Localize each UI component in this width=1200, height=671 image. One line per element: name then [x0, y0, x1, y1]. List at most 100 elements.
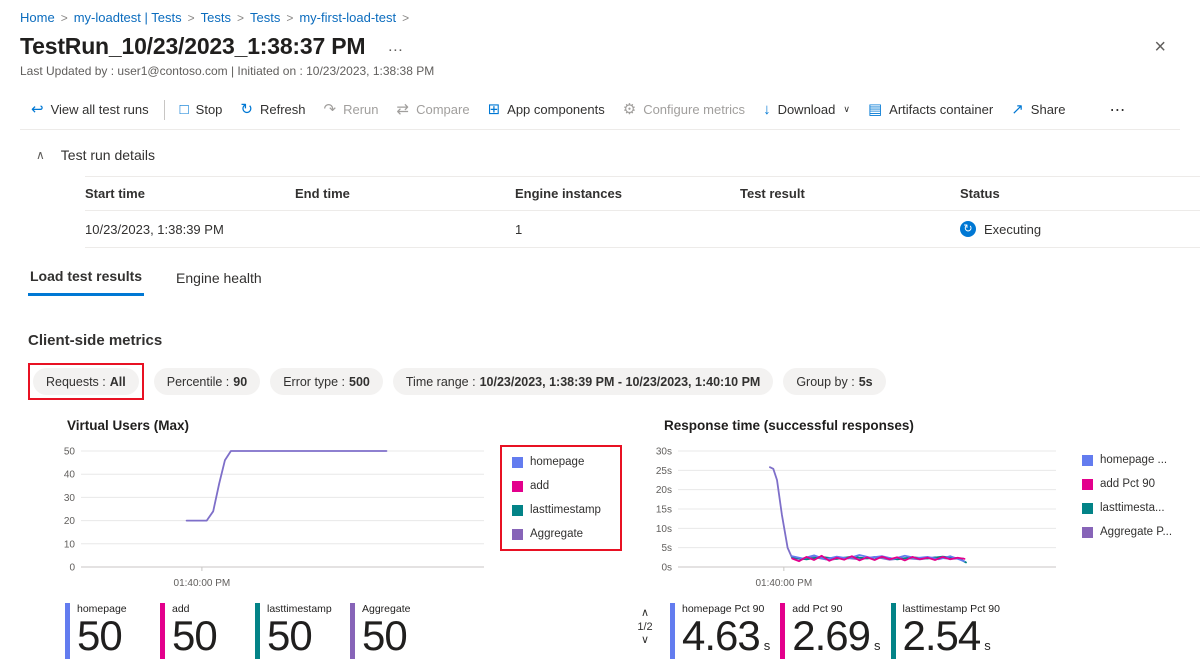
stat-add-pct90-label: add Pct 90	[792, 603, 843, 615]
configure-metrics-button[interactable]: ⚙ Configure metrics	[614, 92, 754, 128]
col-start-time: Start time	[85, 176, 295, 211]
stat-homepage-pct90: homepage Pct 90 4.63 s	[670, 603, 770, 659]
container-icon: ▤	[867, 101, 883, 118]
tab-engine-health[interactable]: Engine health	[174, 262, 264, 296]
response-time-chart[interactable]: 0s 5s 10s 15s 20s 25s 30s 01:40:00 PM	[642, 443, 1062, 593]
breadcrumb-loadtest-tests[interactable]: my-loadtest | Tests	[73, 10, 182, 25]
command-bar: ↩ View all test runs □ Stop ↻ Refresh ↷ …	[20, 90, 1180, 130]
group-by-filter[interactable]: Group by : 5s	[783, 368, 886, 395]
download-icon: ↓	[763, 101, 771, 118]
stat-aggregate-label: Aggregate	[362, 603, 411, 615]
svg-text:10s: 10s	[656, 524, 672, 535]
error-type-filter[interactable]: Error type : 500	[270, 368, 383, 395]
breadcrumb-home[interactable]: Home	[20, 10, 55, 25]
stat-add-pct90-value: 2.69	[792, 612, 871, 659]
compare-button[interactable]: ⇄ Compare	[388, 92, 479, 128]
virtual-users-legend: homepage add lasttimestamp Aggregate	[500, 445, 622, 551]
time-range-filter[interactable]: Time range : 10/23/2023, 1:38:39 PM - 10…	[392, 368, 774, 395]
legend-item-add[interactable]: add	[512, 480, 610, 492]
legend-item-lasttimestamp-pct[interactable]: lasttimesta...	[1082, 502, 1172, 514]
stop-icon: □	[179, 101, 189, 118]
pager-down-icon[interactable]: ∨	[640, 634, 650, 646]
stat-lasttimestamp: lasttimestamp 50	[255, 603, 343, 659]
app-components-icon: ⊞	[487, 101, 501, 118]
app-components-button[interactable]: ⊞ App components	[479, 92, 614, 128]
legend-label-add-pct: add Pct 90	[1100, 478, 1155, 490]
legend-swatch-lasttimestamp	[512, 504, 523, 516]
svg-text:20s: 20s	[656, 485, 672, 496]
close-icon[interactable]: ×	[1148, 36, 1172, 58]
share-icon: ↗	[1011, 101, 1024, 118]
legend-swatch-homepage-pct	[1082, 454, 1093, 466]
stat-aggregate: Aggregate 50	[350, 603, 438, 659]
group-by-filter-name: Group by :	[796, 374, 855, 389]
refresh-button[interactable]: ↻ Refresh	[231, 92, 314, 128]
legend-label-lasttimestamp: lasttimestamp	[530, 504, 601, 516]
virtual-users-chart[interactable]: 0 10 20 30 40 50 01:40:00 PM	[45, 443, 490, 593]
status-badge: Executing	[984, 221, 1042, 237]
stat-add: add 50	[160, 603, 248, 659]
tab-load-test-results[interactable]: Load test results	[28, 262, 145, 296]
percentile-filter[interactable]: Percentile : 90	[153, 368, 261, 395]
legend-swatch-homepage	[512, 456, 523, 468]
legend-item-aggregate-pct[interactable]: Aggregate P...	[1082, 526, 1172, 538]
download-button[interactable]: ↓ Download ∨	[754, 92, 859, 128]
breadcrumb-tests[interactable]: Tests	[200, 10, 231, 25]
requests-filter-highlight: Requests : All	[28, 363, 144, 400]
table-header-row: Start time End time Engine instances Tes…	[85, 176, 1200, 211]
metric-filters: Requests : All Percentile : 90 Error typ…	[28, 363, 1180, 400]
cell-start-time: 10/23/2023, 1:38:39 PM	[85, 210, 295, 248]
breadcrumb-my-first-load-test[interactable]: my-first-load-test	[299, 10, 397, 25]
test-run-table: Start time End time Engine instances Tes…	[85, 176, 1200, 248]
header: TestRun_10/23/2023_1:38:37 PM …	[20, 33, 1180, 60]
title-more-button[interactable]: …	[381, 37, 409, 57]
requests-filter-name: Requests :	[46, 374, 106, 389]
cell-status: ↻ Executing	[960, 210, 1200, 248]
pager-up-icon[interactable]: ∧	[640, 607, 650, 619]
col-end-time: End time	[295, 176, 515, 211]
legend-label-aggregate-pct: Aggregate P...	[1100, 526, 1173, 538]
legend-label-lasttimestamp-pct: lasttimesta...	[1100, 502, 1165, 514]
legend-item-homepage[interactable]: homepage	[512, 456, 610, 468]
cell-engine-instances: 1	[515, 210, 740, 248]
compare-label: Compare	[416, 102, 470, 117]
legend-item-aggregate[interactable]: Aggregate	[512, 528, 610, 540]
share-label: Share	[1030, 102, 1066, 117]
svg-text:25s: 25s	[656, 466, 672, 477]
stat-homepage-pct90-value: 4.63	[682, 612, 761, 659]
breadcrumb-separator-icon: >	[236, 10, 244, 25]
svg-text:40: 40	[64, 470, 76, 481]
breadcrumb-separator-icon: >	[402, 10, 410, 25]
legend-item-add-pct[interactable]: add Pct 90	[1082, 478, 1172, 490]
error-type-filter-name: Error type :	[283, 374, 346, 389]
breadcrumb-separator-icon: >	[187, 10, 195, 25]
virtual-users-chart-title: Virtual Users (Max)	[67, 418, 190, 433]
test-run-details-toggle[interactable]: ∧ Test run details	[30, 146, 161, 164]
col-status: Status	[960, 176, 1200, 211]
virtual-users-chart-block: Virtual Users (Max) 0 10 20 30 40 50 01:40:00 …	[45, 418, 622, 593]
stat-add-pct90-unit: s	[874, 638, 881, 653]
stat-add-label: add	[172, 603, 190, 615]
rerun-icon: ↷	[323, 101, 337, 118]
toolbar-more-button[interactable]: ⋯	[1101, 92, 1135, 128]
svg-text:5s: 5s	[661, 543, 672, 554]
view-all-test-runs-button[interactable]: ↩ View all test runs	[22, 92, 158, 128]
breadcrumb-tests-2[interactable]: Tests	[249, 10, 281, 25]
rerun-button[interactable]: ↷ Rerun	[315, 92, 388, 128]
stats-pager: ∧ 1/2 ∨	[630, 607, 660, 647]
stop-button[interactable]: □ Stop	[171, 92, 232, 128]
stat-lasttimestamp-label: lasttimestamp	[267, 603, 332, 615]
legend-swatch-lasttimestamp-pct	[1082, 502, 1093, 514]
share-button[interactable]: ↗ Share	[1002, 92, 1074, 128]
artifacts-container-button[interactable]: ▤ Artifacts container	[859, 92, 1002, 128]
legend-item-homepage-pct[interactable]: homepage ...	[1082, 454, 1172, 466]
legend-swatch-aggregate	[512, 528, 523, 540]
time-range-filter-value: 10/23/2023, 1:38:39 PM - 10/23/2023, 1:4…	[479, 374, 761, 389]
toolbar-divider	[163, 99, 165, 120]
requests-filter[interactable]: Requests : All	[33, 368, 139, 395]
requests-filter-value: All	[109, 374, 126, 389]
legend-item-lasttimestamp[interactable]: lasttimestamp	[512, 504, 610, 516]
legend-label-homepage-pct: homepage ...	[1100, 454, 1168, 466]
error-type-filter-value: 500	[349, 374, 370, 389]
